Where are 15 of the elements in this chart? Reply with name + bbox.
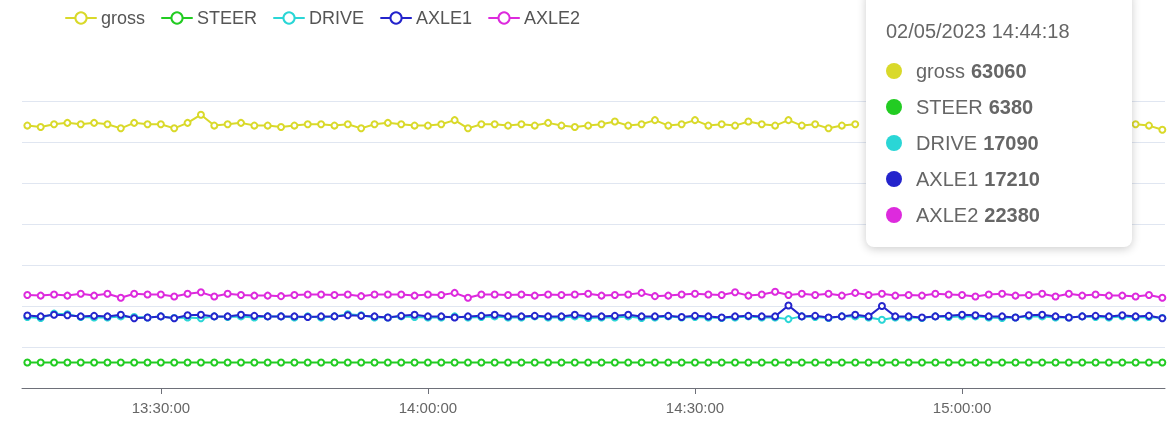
text: gross 63060	[916, 59, 1027, 82]
legend-label: AXLE1	[416, 8, 473, 28]
x-tick-label: 14:30:00	[665, 399, 725, 416]
x-tick-label: 14:00:00	[398, 399, 458, 416]
x-tick-label: 13:30:00	[131, 399, 191, 416]
text: 02/05/2023 14:44:18	[886, 20, 1070, 42]
legend-label: AXLE2	[524, 8, 581, 28]
legend-label: STEER	[197, 8, 258, 28]
annotation: AXLE2 22380	[916, 203, 1040, 227]
annotation: AXLE1 17210	[916, 167, 1040, 191]
x-tick-label: 15:00:00	[932, 399, 992, 416]
legend-label: gross	[101, 8, 146, 28]
annotation: DRIVE 17090	[916, 131, 1039, 155]
annotation: STEER 6380	[916, 95, 1034, 119]
legend-label: DRIVE	[309, 8, 365, 28]
